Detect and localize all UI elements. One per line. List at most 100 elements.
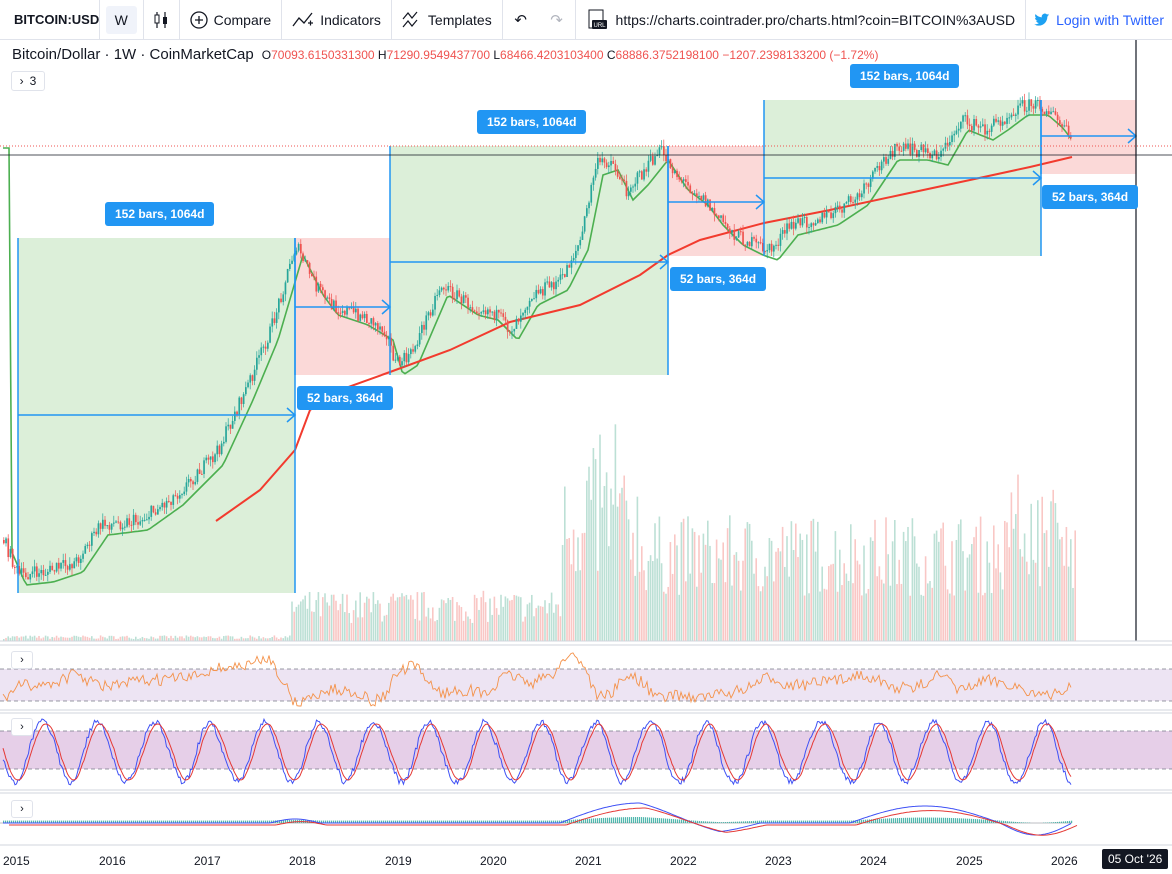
candle-body: [671, 168, 674, 174]
macd-histogram-bar: [799, 820, 801, 823]
candle-body: [300, 243, 302, 254]
volume-bar: [676, 545, 678, 641]
macd-histogram-bar: [759, 820, 761, 823]
macd-histogram-bar: [263, 820, 265, 823]
volume-bar: [731, 585, 733, 641]
macd-histogram-bar: [705, 821, 707, 823]
macd-pane-toggle[interactable]: ›: [11, 800, 33, 818]
candle-body: [69, 564, 71, 570]
candle-body: [99, 523, 102, 529]
macd-histogram-bar: [397, 820, 399, 823]
volume-bar: [416, 592, 419, 641]
measure-label[interactable]: 52 bars, 364d: [1042, 185, 1139, 209]
macd-histogram-bar: [129, 820, 131, 823]
candle-body: [880, 161, 883, 171]
candle-body: [586, 208, 588, 217]
candle-body: [627, 191, 630, 197]
symbol-search[interactable]: BITCOIN:USD: [0, 0, 100, 40]
undo-icon[interactable]: ↶: [514, 11, 527, 29]
candle-body: [526, 306, 529, 310]
candles-icon[interactable]: [144, 0, 180, 40]
measure-label[interactable]: 152 bars, 1064d: [477, 110, 587, 134]
candle-body: [71, 564, 73, 569]
macd-histogram-bar: [193, 820, 195, 823]
candle-body: [997, 120, 1000, 122]
macd-histogram-bar: [115, 820, 117, 823]
rsi-pane-toggle[interactable]: ›: [11, 651, 33, 669]
macd-histogram-bar: [583, 819, 585, 823]
login-twitter-button[interactable]: Login with Twitter: [1026, 0, 1172, 40]
macd-histogram-bar: [961, 818, 963, 823]
candle-body: [647, 160, 650, 172]
candle-body: [544, 282, 546, 296]
volume-bar: [678, 594, 680, 641]
volume-bar: [504, 596, 507, 641]
candle-body: [836, 205, 839, 207]
macd-histogram-bar: [817, 820, 819, 823]
volume-bar: [1045, 530, 1048, 641]
macd-histogram-bar: [33, 820, 35, 823]
volume-bar: [106, 638, 108, 641]
volume-bar: [924, 556, 927, 641]
candle-body: [363, 313, 366, 319]
volume-bar: [478, 609, 480, 641]
templates-button[interactable]: Templates: [392, 0, 503, 40]
indicators-collapse-button[interactable]: › 3: [11, 71, 45, 91]
macd-histogram-bar: [201, 820, 203, 823]
indicators-button[interactable]: Indicators: [282, 0, 392, 40]
macd-histogram-bar: [947, 817, 949, 823]
volume-bar: [40, 638, 42, 641]
volume-bar: [889, 585, 892, 641]
volume-bar: [854, 539, 856, 641]
volume-bar: [267, 638, 269, 641]
macd-histogram-bar: [441, 820, 443, 823]
redo-icon[interactable]: ↷: [550, 11, 563, 29]
macd-histogram-bar: [949, 817, 951, 823]
macd-histogram-bar: [765, 820, 767, 823]
candle-body: [456, 290, 458, 300]
volume-bar: [359, 592, 361, 641]
macd-histogram-bar: [755, 820, 757, 823]
stoch-pane-toggle[interactable]: ›: [11, 718, 33, 736]
measure-label[interactable]: 152 bars, 1064d: [850, 64, 960, 88]
macd-histogram-bar: [481, 820, 483, 823]
volume-bar: [988, 562, 991, 641]
measure-label[interactable]: 52 bars, 364d: [297, 386, 394, 410]
candle-body: [678, 177, 681, 180]
macd-histogram-bar: [821, 820, 823, 823]
volume-bar: [29, 635, 31, 641]
volume-bar: [399, 596, 401, 641]
macd-histogram-bar: [615, 817, 617, 823]
candle-body: [110, 523, 113, 530]
candle-body: [434, 295, 436, 310]
interval-button[interactable]: W: [100, 0, 144, 40]
macd-histogram-bar: [839, 820, 841, 823]
volume-bar: [330, 594, 333, 641]
volume-bar: [432, 607, 434, 641]
volume-bar: [852, 583, 854, 641]
volume-bar: [414, 618, 416, 641]
volume-bar: [755, 558, 757, 641]
volume-bar: [803, 595, 806, 641]
volume-bar: [262, 637, 265, 641]
macd-histogram-bar: [935, 817, 937, 823]
volume-bar: [60, 636, 62, 641]
url-bar[interactable]: URL https://charts.cointrader.pro/charts…: [574, 0, 1027, 40]
volume-bar: [764, 566, 766, 641]
compare-button[interactable]: Compare: [180, 0, 283, 40]
candle-body: [878, 165, 881, 171]
volume-bar: [443, 600, 445, 641]
candle-body: [220, 443, 223, 455]
measure-label[interactable]: 152 bars, 1064d: [105, 202, 215, 226]
volume-bar: [940, 528, 942, 641]
candle-body: [817, 219, 819, 224]
volume-bar: [58, 637, 60, 641]
volume-bar: [539, 606, 542, 641]
volume-bar: [284, 636, 287, 641]
macd-histogram-bar: [427, 820, 429, 823]
candle-body: [1059, 120, 1061, 125]
macd-histogram-bar: [1017, 822, 1019, 823]
measure-label[interactable]: 52 bars, 364d: [670, 267, 767, 291]
candle-body: [616, 170, 619, 177]
